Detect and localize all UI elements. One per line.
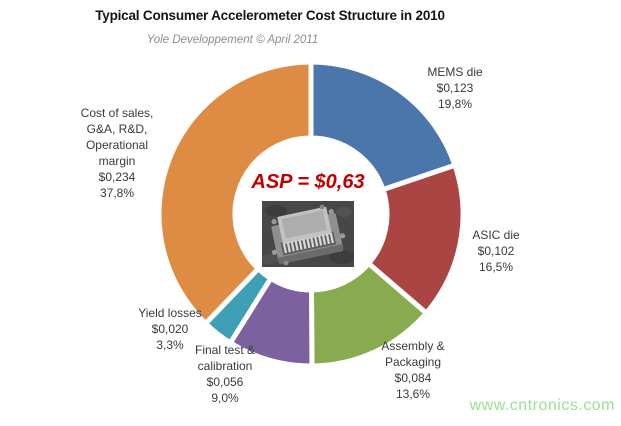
slice-name: MEMS die (427, 65, 483, 79)
pie-slice-cost-of-sales-g-a-r-d-operational-margin (156, 59, 314, 328)
slice-value: $0,056 (206, 375, 244, 389)
pie-slice-asic-die (365, 162, 466, 317)
slice-label-mems-die: MEMS die $0,123 19,8% (427, 64, 482, 112)
slice-name: Yield losses (138, 306, 202, 320)
pie-slice-mems-die (308, 59, 459, 193)
slice-value: $0,234 (98, 170, 136, 184)
slice-percent: 16,5% (478, 260, 514, 274)
cntronics-watermark: www.cntronics.com (469, 397, 615, 414)
slice-percent: 19,8% (437, 97, 473, 111)
asp-center-label: ASP = $0,63 (251, 171, 365, 193)
slice-label-asic-die: ASIC die $0,102 16,5% (472, 227, 519, 275)
slice-value: $0,102 (477, 244, 515, 258)
chart-title: Typical Consumer Accelerometer Cost Stru… (95, 8, 445, 23)
mems-chip-photo (262, 201, 354, 267)
slice-percent: 13,6% (395, 387, 431, 401)
slice-name: Cost of sales, G&A, R&D, Operational mar… (80, 106, 154, 168)
slice-name: Assembly & Packaging (381, 339, 445, 369)
slice-value: $0,123 (436, 81, 474, 95)
slice-label-final-test-calibration: Final test & calibration $0,056 9,0% (195, 342, 255, 406)
slice-label-assembly-packaging: Assembly & Packaging $0,084 13,6% (381, 338, 444, 402)
slice-label-yield-losses: Yield losses $0,020 3,3% (138, 305, 202, 353)
chart-subtitle: Yole Developpement © April 2011 (146, 34, 319, 46)
slice-percent: 3,3% (156, 338, 184, 352)
slice-name: ASIC die (472, 228, 520, 242)
slice-name: Final test & calibration (194, 343, 256, 373)
slice-value: $0,020 (151, 322, 189, 336)
slice-percent: 9,0% (211, 391, 239, 405)
slice-percent: 37,8% (99, 186, 135, 200)
slice-label-cost-of-sales-g-a-r-d-operational-margin: Cost of sales, G&A, R&D, Operational mar… (81, 105, 154, 201)
slice-value: $0,084 (394, 371, 432, 385)
